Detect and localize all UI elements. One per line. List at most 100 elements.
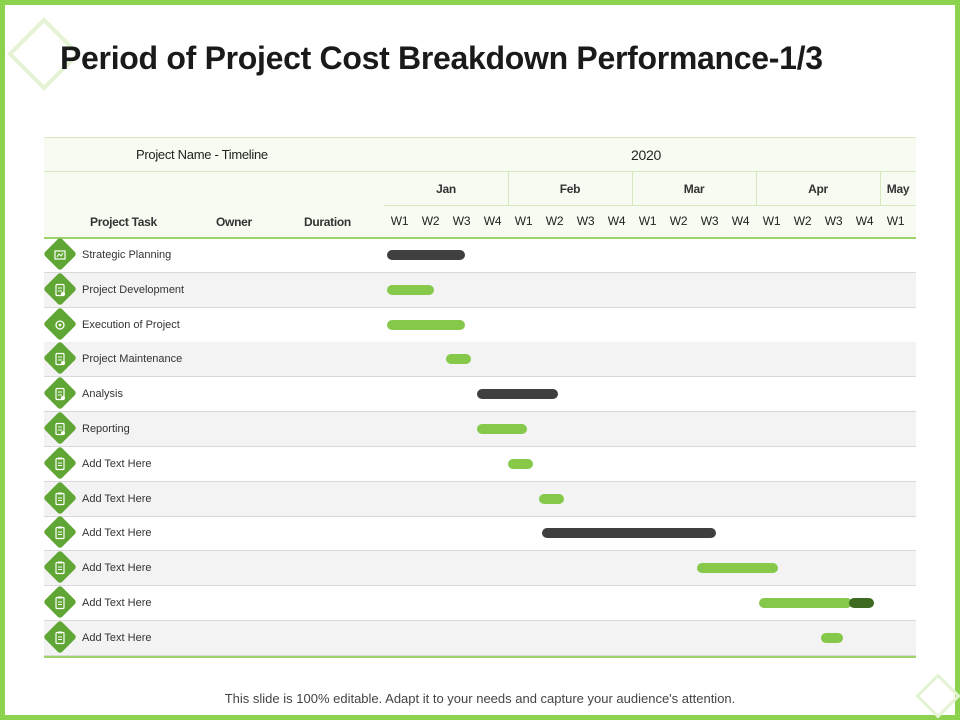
week-label: W2 [545, 214, 564, 228]
footer-note: This slide is 100% editable. Adapt it to… [224, 691, 736, 706]
table-row: Execution of Project [43, 306, 916, 343]
report-icon [53, 422, 67, 436]
gantt-chart: Project Name - Timeline 2020 Project Tas… [43, 137, 916, 658]
table-row: Project Maintenance [43, 341, 916, 378]
grid-line [384, 205, 916, 206]
row-divider [44, 376, 916, 378]
task-label: Analysis [82, 388, 123, 401]
week-label: W1 [390, 214, 409, 228]
task-label: Add Text Here [82, 527, 152, 540]
gantt-bar [477, 424, 527, 434]
grid-line [632, 172, 633, 205]
row-divider [44, 585, 916, 587]
row-divider [44, 341, 916, 343]
maintenance-icon [53, 352, 67, 366]
table-row: Analysis [43, 376, 916, 413]
gantt-bar [387, 250, 465, 260]
row-divider [44, 306, 916, 308]
strategy-icon [53, 248, 67, 262]
gantt-bar [849, 598, 874, 608]
gantt-bar [387, 284, 434, 295]
task-label: Add Text Here [82, 492, 152, 505]
row-divider [44, 446, 916, 447]
week-label: W2 [421, 214, 440, 228]
week-label: W1 [762, 214, 781, 228]
week-label: W3 [576, 214, 595, 228]
grid-line [880, 172, 881, 205]
week-label: W2 [793, 214, 812, 228]
gantt-bar [539, 493, 564, 504]
week-label: W1 [886, 214, 905, 228]
row-divider [44, 620, 916, 621]
task-label: Project Maintenance [82, 353, 183, 366]
duration-column-header: Duration [304, 215, 351, 229]
owner-column-header: Owner [216, 215, 252, 229]
table-row: Add Text Here [43, 515, 916, 552]
table-row: Project Development [43, 271, 916, 308]
grid-line [44, 137, 916, 138]
month-label: Mar [683, 182, 705, 196]
page-title: Period of Project Cost Breakdown Perform… [60, 40, 823, 76]
month-label: Jan [436, 182, 456, 196]
gantt-bar [477, 389, 558, 400]
week-label: W3 [824, 214, 843, 228]
clipboard-icon [53, 631, 67, 645]
month-label: Feb [559, 182, 581, 196]
row-divider [44, 550, 916, 552]
task-label: Add Text Here [82, 597, 152, 609]
gantt-bar [821, 632, 843, 643]
table-row: Add Text Here [43, 445, 916, 482]
gantt-bar [542, 528, 716, 539]
week-label: W2 [669, 214, 688, 228]
gantt-bar [697, 563, 778, 574]
week-label: W1 [638, 214, 657, 228]
grid-line [44, 171, 916, 172]
grid-line [756, 172, 757, 205]
week-label: W4 [855, 214, 874, 228]
gantt-bar [508, 458, 533, 469]
task-column-header: Project Task [90, 215, 157, 229]
timeline-label: Project Name - Timeline [136, 147, 268, 162]
month-label: May [886, 182, 910, 196]
clipboard-icon [53, 561, 67, 575]
week-label: W3 [452, 214, 471, 228]
table-row: Strategic Planning [43, 237, 916, 273]
row-divider [44, 654, 916, 656]
gantt-bar [446, 354, 471, 365]
row-divider [44, 272, 916, 273]
week-label: W1 [514, 214, 533, 228]
week-label: W4 [731, 214, 750, 228]
gantt-bar [387, 319, 465, 330]
clipboard-icon [53, 596, 67, 610]
table-row: Add Text Here [43, 619, 916, 656]
year-label: 2020 [631, 147, 661, 163]
week-label: W4 [607, 214, 626, 228]
grid-line [44, 655, 916, 658]
task-label: Add Text Here [82, 457, 152, 470]
execution-icon [53, 318, 67, 332]
clipboard-icon [53, 492, 67, 506]
header-band [44, 137, 916, 171]
development-icon [53, 283, 67, 297]
table-row: Add Text Here [43, 585, 916, 621]
task-label: Project Development [82, 283, 185, 296]
task-label: Execution of Project [82, 318, 180, 331]
table-row: Add Text Here [43, 550, 916, 587]
clipboard-icon [53, 526, 67, 540]
week-label: W3 [700, 214, 719, 228]
grid-line [44, 237, 916, 239]
week-label: W4 [483, 214, 502, 228]
row-divider [44, 411, 916, 413]
grid-line [508, 172, 509, 205]
task-label: Add Text Here [82, 562, 152, 575]
row-divider [44, 480, 916, 482]
analysis-icon [53, 387, 67, 401]
table-row: Reporting [43, 411, 916, 447]
row-divider [44, 515, 916, 517]
task-label: Add Text Here [82, 631, 152, 644]
task-label: Reporting [82, 423, 130, 435]
month-label: Apr [808, 182, 828, 196]
table-row: Add Text Here [43, 480, 916, 517]
task-label: Strategic Planning [82, 249, 172, 261]
clipboard-icon [53, 457, 67, 471]
